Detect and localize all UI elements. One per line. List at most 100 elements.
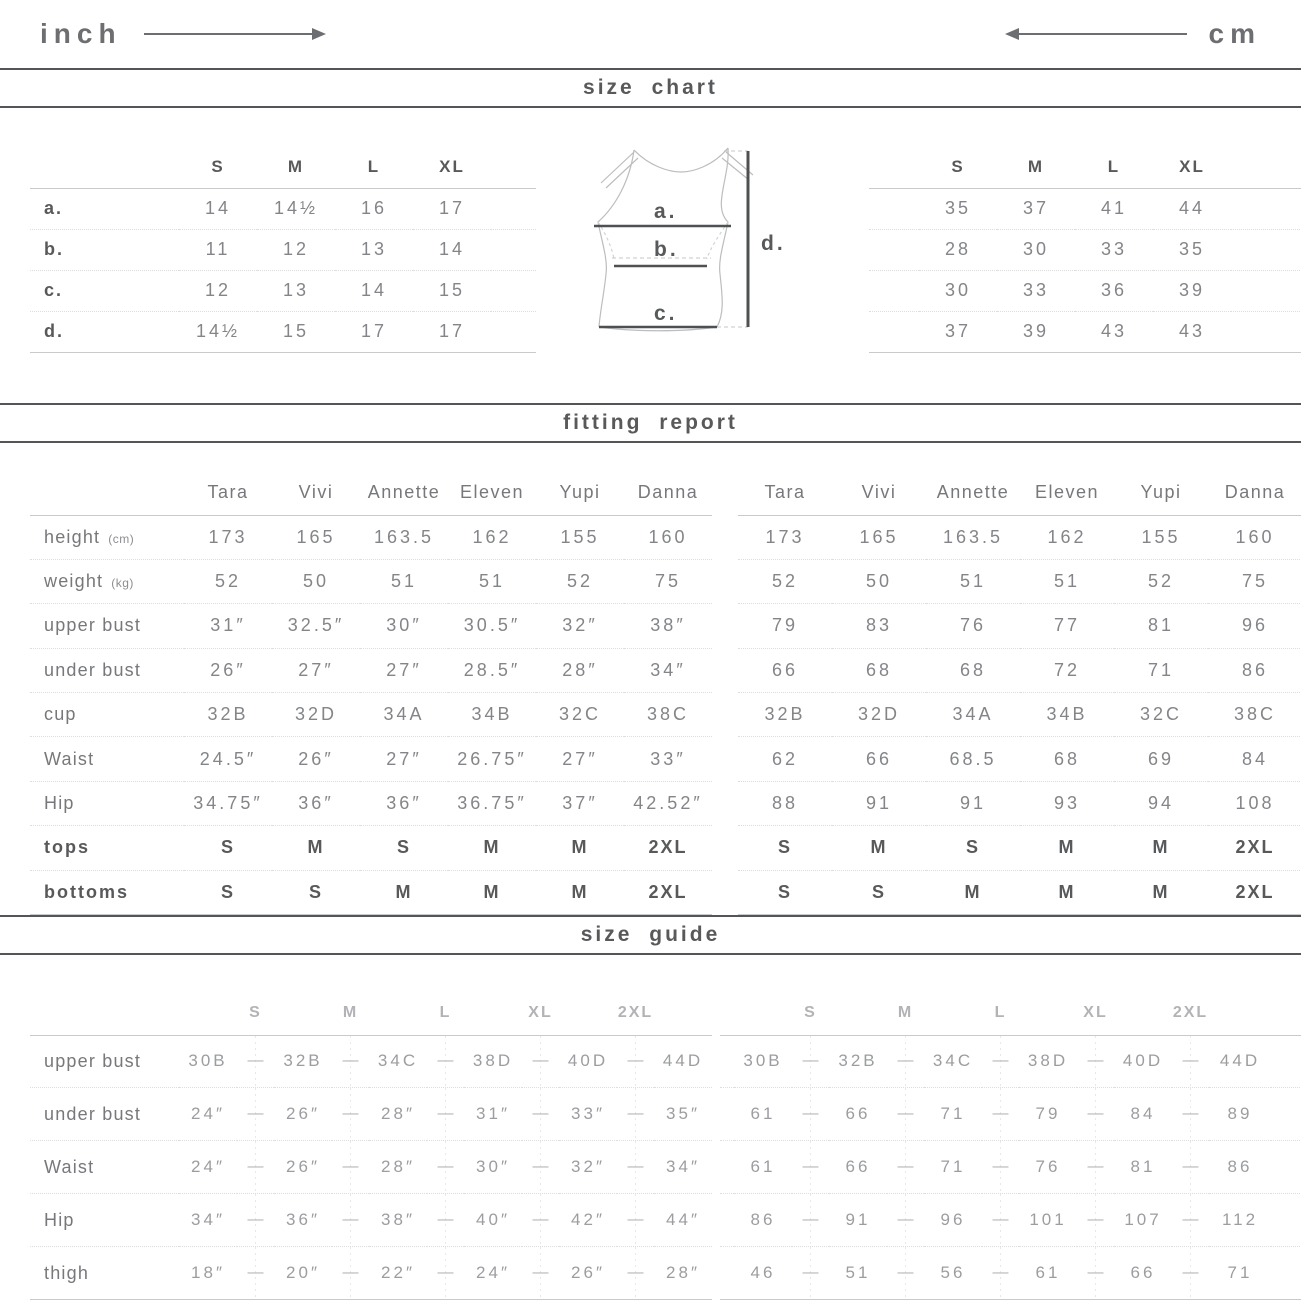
value-cell: 52 — [1147, 571, 1175, 592]
filler-cell — [1231, 311, 1301, 352]
value-cell: 44D — [662, 1051, 704, 1071]
value-cell: 34″ — [650, 659, 686, 680]
model-column-header: Tara — [207, 482, 249, 503]
value-cell: 155 — [1141, 526, 1181, 547]
value-cell: S — [396, 837, 411, 858]
separator-cell: — — [1172, 1246, 1209, 1300]
value-cell: 83 — [865, 615, 893, 636]
fitting-report-title: fitting report — [0, 403, 1301, 443]
row-label: b. — [44, 239, 64, 259]
separator-cell: — — [522, 1140, 559, 1194]
size-column-header: XL — [1083, 1003, 1108, 1021]
row-label: upper bust — [44, 1050, 142, 1071]
value-cell: 30 — [944, 280, 972, 300]
separator-cell: — — [237, 1193, 274, 1247]
separator-cell: — — [887, 1246, 924, 1300]
value-cell: 30″ — [386, 615, 422, 636]
value-cell: 66 — [845, 1157, 871, 1177]
units-bar: inch cm — [0, 0, 1301, 68]
value-cell: 14 — [438, 239, 466, 259]
model-column-header: Yupi — [1140, 482, 1182, 503]
value-cell: 84 — [1241, 748, 1269, 769]
value-cell: 66 — [771, 659, 799, 680]
size-column-header: L — [994, 1003, 1007, 1021]
fitting-report-section: Tara Vivi Annette Eleven Yupi Danna height (cm)… — [0, 443, 1301, 915]
value-cell: 163.5 — [373, 526, 435, 547]
table-row: 30B — 32B — 34C — 38D — 40D — 44D — [720, 1035, 1301, 1088]
value-cell: 43 — [1178, 321, 1206, 341]
model-column-header: Danna — [1224, 482, 1286, 503]
value-cell: 20″ — [286, 1263, 320, 1283]
model-column-header: Eleven — [459, 482, 525, 503]
separator-cell: — — [617, 1035, 654, 1088]
value-cell: 51 — [478, 571, 506, 592]
value-cell: 51 — [390, 571, 418, 592]
value-cell: 32B — [838, 1051, 878, 1071]
value-cell: 84 — [1130, 1104, 1156, 1124]
filler-cell — [491, 229, 536, 270]
value-cell: 108 — [1235, 792, 1275, 813]
value-cell: 2XL — [1235, 837, 1275, 858]
table-row: a. 14 14½ 16 17 — [30, 188, 536, 229]
table-row: 37 39 43 43 — [869, 311, 1301, 352]
separator-cell: — — [1077, 1140, 1114, 1194]
table-body: 173 165 163.5 162 155 160 52 50 51 51 52 75 79 83 76 77… — [738, 515, 1301, 915]
value-cell: 81 — [1130, 1157, 1156, 1177]
value-cell: 27″ — [298, 659, 334, 680]
size-chart-cm-table: S M L XL 35 37 41 44 28 30 33 35 30 33 36 39 37 39 43 43 — [869, 146, 1301, 353]
value-cell: 39 — [1178, 280, 1206, 300]
value-cell: 33 — [1100, 239, 1128, 259]
table-row: thigh 18″ — 20″ — 22″ — 24″ — 26″ — 28″ — [30, 1246, 712, 1300]
value-cell: 101 — [1029, 1210, 1067, 1230]
separator-cell: — — [982, 1140, 1019, 1194]
value-cell: 15 — [282, 321, 310, 341]
table-row: 30 33 36 39 — [869, 270, 1301, 311]
filler-cell — [869, 188, 919, 229]
value-cell: 31″ — [476, 1104, 510, 1124]
value-cell: 14 — [204, 198, 232, 218]
filler-cell — [720, 991, 734, 1035]
header-row: S M L XL 2XL — [720, 991, 1301, 1035]
table-head: S M L XL 2XL — [30, 991, 712, 1035]
table-row: weight (kg) 52 50 51 51 52 75 — [30, 559, 712, 604]
size-guide-section: S M L XL 2XL upper bust 30B — 32B — 34C — 38D — 40D — 44… — [0, 955, 1301, 1300]
row-label: bottoms — [44, 881, 129, 902]
separator-cell: — — [332, 1193, 369, 1247]
value-cell: 69 — [1147, 748, 1175, 769]
value-cell: 32C — [1139, 704, 1183, 725]
separator-cell: — — [887, 1087, 924, 1141]
model-column-header: Yupi — [559, 482, 601, 503]
value-cell: 71 — [1147, 659, 1175, 680]
value-cell: 38D — [472, 1051, 514, 1071]
diagram-label-b: b. — [654, 238, 679, 261]
corner-cell — [30, 471, 184, 515]
value-cell: S — [871, 881, 886, 902]
value-cell: 75 — [1241, 571, 1269, 592]
model-column-header: Annette — [936, 482, 1010, 503]
size-chart-title: size chart — [0, 68, 1301, 108]
value-cell: 32D — [857, 704, 901, 725]
row-label: Waist — [44, 1156, 95, 1177]
value-cell: 18″ — [191, 1263, 225, 1283]
filler-cell — [869, 229, 919, 270]
value-cell: 38″ — [650, 615, 686, 636]
table-head: Tara Vivi Annette Eleven Yupi Danna — [30, 471, 712, 515]
value-cell: 28″ — [381, 1157, 415, 1177]
value-cell: 35″ — [666, 1104, 700, 1124]
value-cell: 61 — [750, 1157, 776, 1177]
separator-cell: — — [237, 1140, 274, 1194]
inch-unit-group: inch — [40, 18, 327, 50]
separator-cell: — — [1077, 1035, 1114, 1088]
model-column-header: Vivi — [298, 482, 334, 503]
value-cell: 91 — [845, 1210, 871, 1230]
filler-cell — [1019, 991, 1077, 1035]
separator-cell: — — [522, 1246, 559, 1300]
value-cell: 88 — [771, 792, 799, 813]
value-cell: 32B — [283, 1051, 323, 1071]
value-cell: 44D — [1219, 1051, 1261, 1071]
row-label: tops — [44, 837, 90, 858]
garment-diagram: a. b. c. d. — [594, 147, 783, 332]
filler-cell — [720, 1247, 734, 1300]
arrow-right-icon — [143, 28, 326, 40]
header-row: Tara Vivi Annette Eleven Yupi Danna — [30, 471, 712, 515]
